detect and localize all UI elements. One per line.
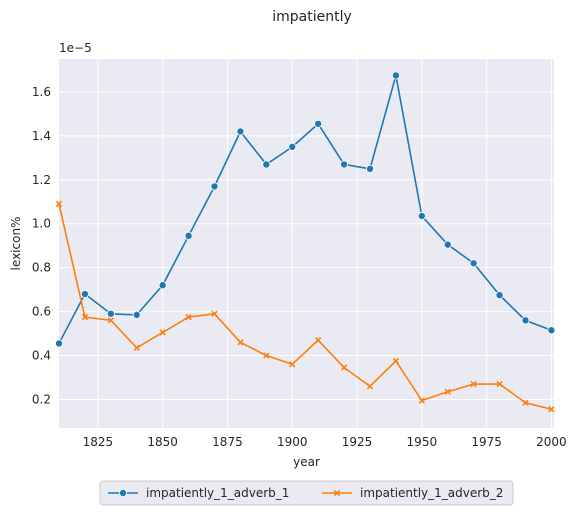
series-line	[58, 74, 552, 344]
legend-label: impatiently_1_adverb_1	[146, 486, 289, 500]
x-axis-label: year	[293, 455, 320, 469]
series-1	[55, 71, 556, 348]
data-point	[521, 316, 530, 325]
data-point	[55, 200, 63, 208]
data-point	[184, 231, 193, 240]
y-ticks: 0.2 0.4 0.6 0.8 1.0 1.2 1.4 1.6	[32, 85, 51, 407]
x-ticks: 1825 1850 1875 1900 1925 1950 1975 2000	[83, 435, 567, 449]
legend: impatiently_1_adverb_1 impatiently_1_adve…	[99, 480, 514, 506]
data-point	[314, 119, 323, 128]
data-point	[391, 71, 400, 80]
data-point	[107, 317, 114, 324]
grid	[59, 59, 554, 428]
data-point	[443, 240, 452, 249]
data-point	[237, 339, 244, 346]
y-tick-label: 1.2	[32, 173, 51, 187]
x-tick-label: 1975	[471, 435, 502, 449]
data-point	[80, 290, 89, 299]
legend-marker	[119, 488, 128, 497]
data-point	[444, 388, 451, 395]
data-point	[132, 310, 141, 319]
legend-label: impatiently_1_adverb_2	[360, 486, 503, 500]
plot-area	[59, 59, 554, 428]
chart-title: impatiently	[272, 9, 352, 25]
data-point	[133, 344, 140, 351]
data-point	[417, 212, 426, 221]
legend-marker	[333, 489, 341, 497]
y-tick-label: 1.6	[32, 85, 51, 99]
x-tick-label: 1900	[277, 435, 308, 449]
data-point	[185, 313, 192, 321]
data-point	[469, 259, 478, 268]
data-point	[496, 380, 503, 388]
data-point	[236, 127, 245, 136]
data-point	[159, 329, 166, 336]
series-line	[58, 203, 552, 411]
y-tick-label: 1.0	[32, 217, 51, 231]
x-tick-label: 1925	[342, 435, 373, 449]
legend-item: impatiently_1_adverb_2	[322, 486, 503, 500]
data-point	[495, 291, 504, 300]
x-tick-label: 1950	[407, 435, 438, 449]
y-tick-label: 0.4	[32, 349, 51, 363]
x-tick-label: 2000	[536, 435, 567, 449]
data-point	[289, 361, 296, 368]
data-point	[55, 339, 64, 348]
data-point	[392, 357, 400, 365]
data-point	[263, 352, 270, 359]
series-2	[55, 200, 555, 413]
data-point	[365, 164, 374, 173]
y-tick-label: 0.8	[32, 261, 51, 275]
data-point	[211, 310, 218, 317]
data-point	[81, 313, 89, 321]
data-point	[418, 397, 425, 404]
y-tick-label: 0.6	[32, 305, 51, 319]
y-tick-label: 1.4	[32, 129, 51, 143]
data-point	[106, 309, 115, 318]
data-point	[522, 399, 529, 406]
data-point	[340, 160, 349, 169]
x-tick-label: 1850	[147, 435, 178, 449]
legend-item: impatiently_1_adverb_1	[108, 486, 289, 500]
data-point	[314, 336, 322, 344]
data-point	[366, 383, 374, 390]
y-offset-label: 1e−5	[59, 41, 92, 55]
y-tick-label: 0.2	[32, 392, 51, 406]
data-point	[340, 364, 348, 371]
data-point	[210, 182, 219, 191]
data-point	[288, 142, 297, 151]
x-tick-label: 1825	[83, 435, 114, 449]
legend-box	[99, 480, 514, 506]
y-axis-label: lexicon%	[9, 217, 23, 271]
data-point	[470, 380, 477, 388]
x-tick-label: 1875	[212, 435, 243, 449]
data-point	[158, 281, 167, 290]
data-point	[262, 160, 271, 169]
data-point	[547, 326, 556, 335]
series-layer	[55, 71, 556, 413]
legend-items: impatiently_1_adverb_1 impatiently_1_adve…	[108, 486, 503, 500]
data-point	[548, 406, 555, 413]
